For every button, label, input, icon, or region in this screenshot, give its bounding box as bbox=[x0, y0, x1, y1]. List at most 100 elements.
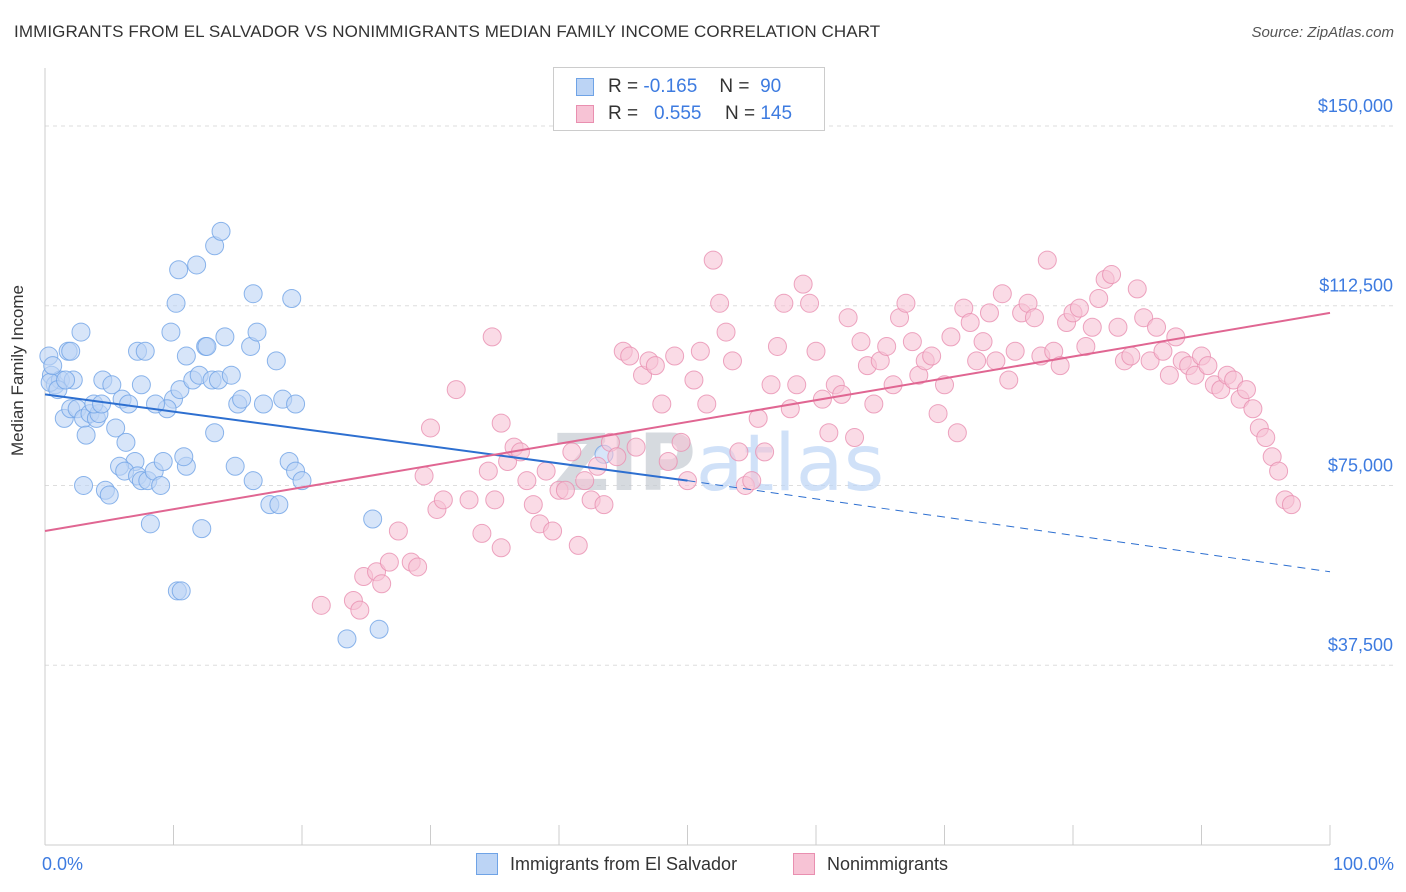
legend-r-value-series2: 0.555 bbox=[653, 103, 702, 124]
point-nonimmigrants bbox=[729, 442, 749, 462]
point-immigrants-el-salvador bbox=[56, 370, 76, 390]
point-immigrants-el-salvador bbox=[71, 322, 91, 342]
point-nonimmigrants bbox=[864, 394, 884, 414]
point-nonimmigrants bbox=[992, 284, 1012, 304]
point-nonimmigrants bbox=[1256, 428, 1276, 448]
point-nonimmigrants bbox=[883, 375, 903, 395]
point-nonimmigrants bbox=[1159, 365, 1179, 385]
point-immigrants-el-salvador bbox=[176, 346, 196, 366]
point-nonimmigrants bbox=[1005, 341, 1025, 361]
point-immigrants-el-salvador bbox=[369, 619, 389, 639]
point-nonimmigrants bbox=[722, 351, 742, 371]
point-nonimmigrants bbox=[851, 332, 871, 352]
point-nonimmigrants bbox=[620, 346, 640, 366]
point-nonimmigrants bbox=[1243, 399, 1263, 419]
point-immigrants-el-salvador bbox=[76, 425, 96, 445]
point-nonimmigrants bbox=[941, 327, 961, 347]
point-nonimmigrants bbox=[594, 495, 614, 515]
point-nonimmigrants bbox=[482, 327, 502, 347]
point-nonimmigrants bbox=[350, 600, 370, 620]
point-nonimmigrants bbox=[536, 461, 556, 481]
point-nonimmigrants bbox=[1281, 495, 1301, 515]
point-immigrants-el-salvador bbox=[286, 394, 306, 414]
point-immigrants-el-salvador bbox=[192, 519, 212, 539]
point-nonimmigrants bbox=[491, 413, 511, 433]
point-nonimmigrants bbox=[446, 380, 466, 400]
point-nonimmigrants bbox=[947, 423, 967, 443]
bottom-legend-label-series2: Nonimmigrants bbox=[827, 853, 949, 874]
correlation-legend: R = -0.165 N = 90 R = 0.555 N = 145 bbox=[553, 67, 825, 131]
point-nonimmigrants bbox=[793, 274, 813, 294]
source-credit: Source: ZipAtlas.com bbox=[1251, 24, 1394, 41]
point-immigrants-el-salvador bbox=[253, 394, 273, 414]
point-nonimmigrants bbox=[1076, 336, 1096, 356]
bottom-legend-swatch-blue bbox=[476, 853, 498, 875]
point-immigrants-el-salvador bbox=[171, 581, 191, 601]
point-nonimmigrants bbox=[1269, 461, 1289, 481]
point-immigrants-el-salvador bbox=[153, 452, 173, 471]
point-immigrants-el-salvador bbox=[151, 475, 171, 495]
point-nonimmigrants bbox=[1147, 317, 1167, 337]
point-nonimmigrants bbox=[1236, 380, 1256, 400]
legend-n-label: N = bbox=[724, 103, 756, 124]
point-nonimmigrants bbox=[575, 471, 595, 491]
point-nonimmigrants bbox=[1089, 289, 1109, 309]
bottom-legend-series2: Nonimmigrants bbox=[793, 851, 948, 877]
point-immigrants-el-salvador bbox=[74, 475, 94, 495]
point-nonimmigrants bbox=[1198, 356, 1218, 376]
point-nonimmigrants bbox=[1127, 279, 1147, 299]
point-nonimmigrants bbox=[697, 394, 717, 414]
point-immigrants-el-salvador bbox=[266, 351, 286, 371]
point-nonimmigrants bbox=[658, 452, 678, 471]
point-nonimmigrants bbox=[838, 308, 858, 328]
point-immigrants-el-salvador bbox=[106, 418, 126, 438]
point-immigrants-el-salvador bbox=[243, 471, 263, 491]
point-nonimmigrants bbox=[877, 336, 897, 356]
point-nonimmigrants bbox=[414, 466, 434, 486]
point-nonimmigrants bbox=[472, 523, 492, 543]
bottom-legend-series1: Immigrants from El Salvador bbox=[476, 851, 737, 877]
legend-row-series2: R = 0.555 N = 145 bbox=[576, 102, 792, 126]
point-nonimmigrants bbox=[928, 404, 948, 424]
point-immigrants-el-salvador bbox=[225, 456, 245, 476]
point-nonimmigrants bbox=[645, 356, 665, 376]
point-nonimmigrants bbox=[652, 394, 672, 414]
point-immigrants-el-salvador bbox=[169, 260, 189, 280]
point-immigrants-el-salvador bbox=[140, 514, 160, 534]
point-nonimmigrants bbox=[1037, 250, 1057, 270]
legend-n-value-series2: 145 bbox=[760, 103, 793, 124]
point-immigrants-el-salvador bbox=[187, 255, 207, 275]
bottom-legend-swatch-pink bbox=[793, 853, 815, 875]
point-immigrants-el-salvador bbox=[221, 365, 241, 385]
legend-r-label: R = bbox=[608, 103, 639, 124]
point-nonimmigrants bbox=[517, 471, 537, 491]
point-nonimmigrants bbox=[896, 293, 916, 313]
point-nonimmigrants bbox=[555, 480, 575, 500]
point-nonimmigrants bbox=[973, 332, 993, 352]
point-immigrants-el-salvador bbox=[363, 509, 383, 529]
y-axis-label: Median Family Income bbox=[8, 284, 27, 456]
point-nonimmigrants bbox=[703, 250, 723, 270]
point-nonimmigrants bbox=[716, 322, 736, 342]
point-nonimmigrants bbox=[607, 447, 627, 467]
y-tick-label: $112,500 bbox=[1319, 276, 1393, 296]
point-nonimmigrants bbox=[1166, 327, 1186, 347]
point-immigrants-el-salvador bbox=[166, 293, 186, 313]
point-nonimmigrants bbox=[671, 432, 691, 452]
point-nonimmigrants bbox=[922, 346, 942, 366]
point-nonimmigrants bbox=[1185, 365, 1205, 385]
point-nonimmigrants bbox=[388, 521, 408, 541]
point-nonimmigrants bbox=[421, 418, 440, 438]
point-immigrants-el-salvador bbox=[43, 356, 63, 376]
point-nonimmigrants bbox=[755, 442, 775, 462]
point-nonimmigrants bbox=[710, 293, 730, 313]
point-nonimmigrants bbox=[845, 428, 865, 448]
point-immigrants-el-salvador bbox=[215, 327, 235, 347]
point-immigrants-el-salvador bbox=[337, 629, 357, 649]
point-nonimmigrants bbox=[819, 423, 839, 443]
legend-swatch-pink bbox=[576, 105, 594, 123]
point-nonimmigrants bbox=[568, 535, 588, 555]
point-nonimmigrants bbox=[774, 293, 794, 313]
point-nonimmigrants bbox=[1024, 308, 1044, 328]
x-tick-label: 100.0% bbox=[1333, 854, 1394, 874]
